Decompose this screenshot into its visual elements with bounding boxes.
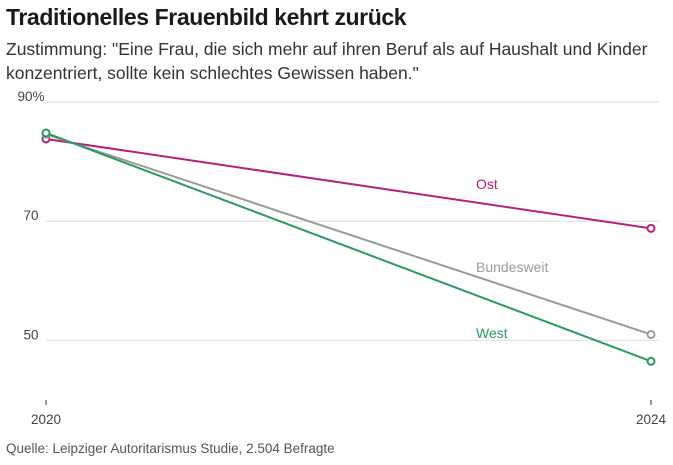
series-label-bundesweit: Bundesweit: [476, 259, 548, 275]
data-point-west: [41, 128, 51, 138]
y-tick-label: 90%: [17, 89, 44, 104]
grid-layer: [46, 101, 660, 341]
source-note: Quelle: Leipziger Autoritarismus Studie,…: [6, 441, 335, 456]
data-point-ost: [646, 223, 656, 233]
series-line-bundesweit: [45, 133, 652, 336]
y-tick-label: 50: [23, 327, 38, 342]
chart-subtitle: Zustimmung: "Eine Frau, die sich mehr au…: [6, 39, 648, 83]
series-line-ost: [45, 137, 652, 230]
series-layer: [41, 128, 656, 366]
series-label-west: West: [476, 325, 508, 341]
x-tick-label: 2020: [31, 412, 61, 427]
y-tick-label: 70: [23, 208, 38, 223]
series-line-west: [45, 132, 652, 363]
series-label-ost: Ost: [476, 176, 498, 192]
x-tick-label: 2024: [636, 412, 667, 427]
axis-layer: 90% 70 50 2020 2024: [17, 89, 666, 427]
data-point-west: [646, 356, 656, 366]
chart-title: Traditionelles Frauenbild kehrt zurück: [6, 4, 407, 30]
series-label-layer: Ost Bundesweit West: [476, 176, 548, 341]
data-point-bundesweit: [646, 329, 656, 339]
